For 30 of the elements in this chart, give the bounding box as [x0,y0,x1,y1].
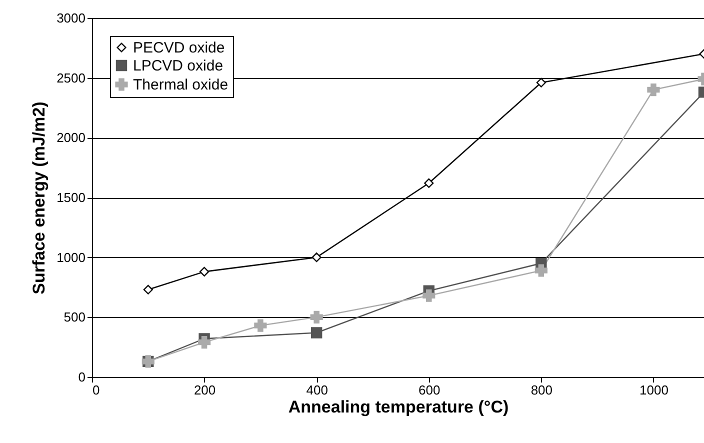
legend-label: LPCVD oxide [133,58,224,74]
point [310,327,322,338]
x-tick-label: 200 [194,382,216,398]
y-tick-label: 2500 [56,70,86,86]
legend-label: PECVD oxide [133,40,225,56]
point [200,266,210,276]
point [424,178,434,188]
point [198,336,211,349]
point [422,289,436,302]
x-tick-label: 800 [530,382,553,398]
y-tick-label: 3000 [56,10,86,26]
point [536,78,546,88]
y-axis-title: Surface energy (mJ/m2) [30,102,49,294]
point [534,264,548,277]
y-tick-label: 2000 [56,130,86,146]
point [647,84,660,96]
x-tick-label: 400 [306,382,328,398]
point [312,252,322,262]
x-axis-title: Annealing temperature (°C) [288,398,509,416]
x-tick-label: 1000 [640,382,668,398]
x-tick-label: 0 [92,382,100,398]
y-tick-label: 1500 [56,190,86,205]
y-tick-label: 0 [78,370,86,384]
legend-label: Thermal oxide [133,76,228,94]
x-tick-label: 600 [418,382,440,398]
y-tick-label: 1000 [56,250,86,265]
point [310,310,323,324]
point [143,284,153,294]
point [254,319,267,332]
y-tick-label: 500 [64,310,86,325]
